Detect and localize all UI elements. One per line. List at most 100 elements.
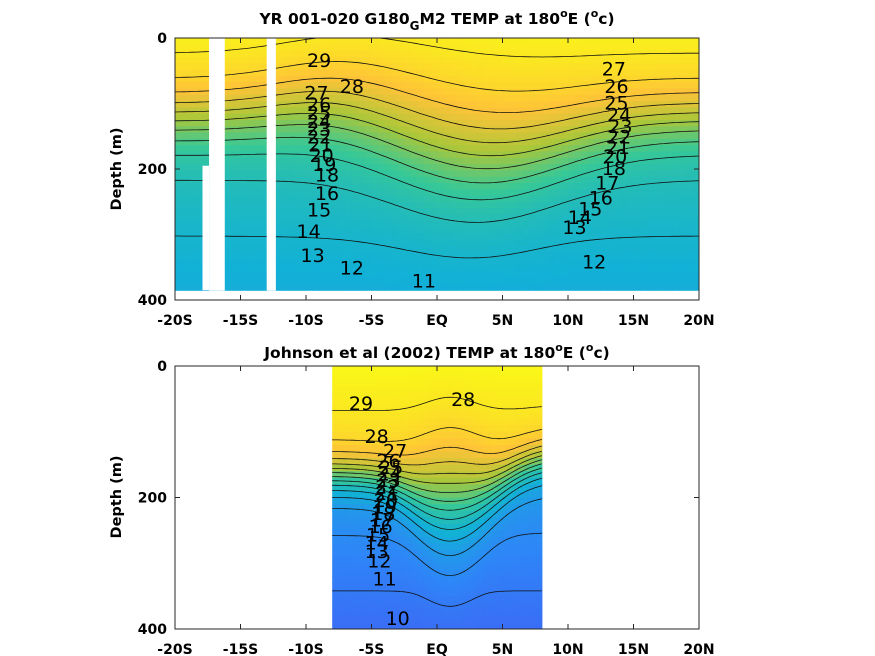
field-cell bbox=[364, 246, 373, 253]
field-cell bbox=[175, 246, 183, 253]
field-cell bbox=[561, 164, 569, 171]
field-cell bbox=[384, 536, 388, 545]
field-cell bbox=[430, 220, 438, 228]
field-cell bbox=[387, 569, 391, 577]
field-cell bbox=[233, 271, 242, 279]
field-cell bbox=[306, 271, 314, 279]
field-cell bbox=[692, 246, 699, 253]
field-cell bbox=[410, 569, 415, 577]
field-cell bbox=[332, 145, 340, 153]
field-cell bbox=[431, 523, 435, 531]
field-cell bbox=[434, 451, 438, 459]
field-cell bbox=[361, 517, 365, 525]
field-cell bbox=[371, 220, 379, 228]
field-cell bbox=[574, 195, 582, 203]
field-cell bbox=[423, 126, 432, 134]
field-cell bbox=[355, 425, 359, 433]
field-cell bbox=[434, 536, 438, 545]
field-cell bbox=[363, 543, 367, 551]
field-cell bbox=[299, 126, 307, 134]
field-cell bbox=[418, 490, 422, 499]
field-cell bbox=[659, 271, 667, 279]
field-cell bbox=[607, 75, 615, 83]
field-cell bbox=[568, 233, 576, 241]
field-cell bbox=[437, 458, 441, 466]
field-cell bbox=[522, 82, 530, 90]
field-cell bbox=[587, 113, 595, 121]
field-cell bbox=[391, 107, 399, 115]
field-cell bbox=[337, 431, 341, 439]
field-cell bbox=[431, 431, 435, 439]
field-cell bbox=[332, 170, 340, 178]
field-cell bbox=[463, 82, 471, 90]
field-cell bbox=[337, 536, 341, 545]
field-cell bbox=[404, 183, 412, 190]
field-cell bbox=[423, 622, 428, 629]
field-cell bbox=[273, 126, 281, 134]
field-cell bbox=[416, 523, 420, 531]
field-cell bbox=[626, 101, 635, 108]
field-cell bbox=[334, 418, 339, 426]
field-cell bbox=[535, 38, 543, 45]
field-cell bbox=[666, 113, 674, 121]
field-cell bbox=[421, 372, 425, 380]
field-cell bbox=[342, 556, 346, 564]
field-cell bbox=[495, 208, 504, 216]
field-cell bbox=[273, 82, 281, 90]
field-cell bbox=[561, 283, 569, 291]
field-cell bbox=[240, 119, 248, 127]
field-cell bbox=[253, 88, 261, 96]
field-cell bbox=[233, 189, 242, 197]
field-cell bbox=[279, 38, 287, 45]
field-cell bbox=[620, 264, 628, 272]
field-cell bbox=[319, 239, 327, 247]
field-cell bbox=[384, 556, 388, 564]
field-cell bbox=[392, 609, 396, 617]
field-cell bbox=[325, 145, 333, 153]
field-cell bbox=[374, 372, 378, 380]
field-cell bbox=[587, 246, 595, 253]
field-cell bbox=[535, 138, 543, 146]
field-cell bbox=[312, 183, 320, 190]
field-cell bbox=[426, 536, 430, 545]
field-cell bbox=[666, 283, 674, 291]
field-cell bbox=[640, 246, 648, 253]
field-cell bbox=[306, 246, 314, 253]
field-cell bbox=[692, 63, 699, 71]
field-cell bbox=[554, 214, 563, 222]
field-cell bbox=[620, 246, 628, 253]
field-cell bbox=[421, 530, 425, 538]
field-cell bbox=[319, 277, 327, 285]
field-cell bbox=[253, 63, 261, 71]
field-cell bbox=[421, 458, 425, 466]
field-cell bbox=[653, 201, 661, 209]
field-cell bbox=[522, 246, 530, 253]
field-cell bbox=[273, 132, 281, 140]
field-cell bbox=[325, 157, 333, 165]
field-cell bbox=[418, 471, 422, 479]
field-cell bbox=[279, 126, 287, 134]
field-cell bbox=[489, 258, 497, 266]
field-cell bbox=[568, 164, 576, 171]
field-cell bbox=[389, 530, 394, 538]
field-cell bbox=[378, 88, 386, 96]
field-cell bbox=[476, 75, 484, 83]
field-cell bbox=[374, 536, 378, 545]
field-cell bbox=[306, 132, 314, 140]
field-cell bbox=[358, 477, 362, 485]
field-cell bbox=[378, 56, 386, 64]
field-cell bbox=[194, 201, 202, 209]
field-cell bbox=[366, 582, 370, 591]
field-cell bbox=[679, 246, 687, 253]
field-cell bbox=[389, 550, 394, 558]
field-cell bbox=[421, 602, 425, 610]
field-cell bbox=[653, 126, 661, 134]
field-cell bbox=[355, 458, 359, 466]
field-cell bbox=[653, 157, 661, 165]
field-cell bbox=[240, 157, 248, 165]
field-cell bbox=[666, 56, 674, 64]
field-cell bbox=[554, 75, 563, 83]
field-cell bbox=[439, 530, 443, 538]
field-cell bbox=[463, 88, 471, 96]
field-cell bbox=[376, 425, 380, 433]
